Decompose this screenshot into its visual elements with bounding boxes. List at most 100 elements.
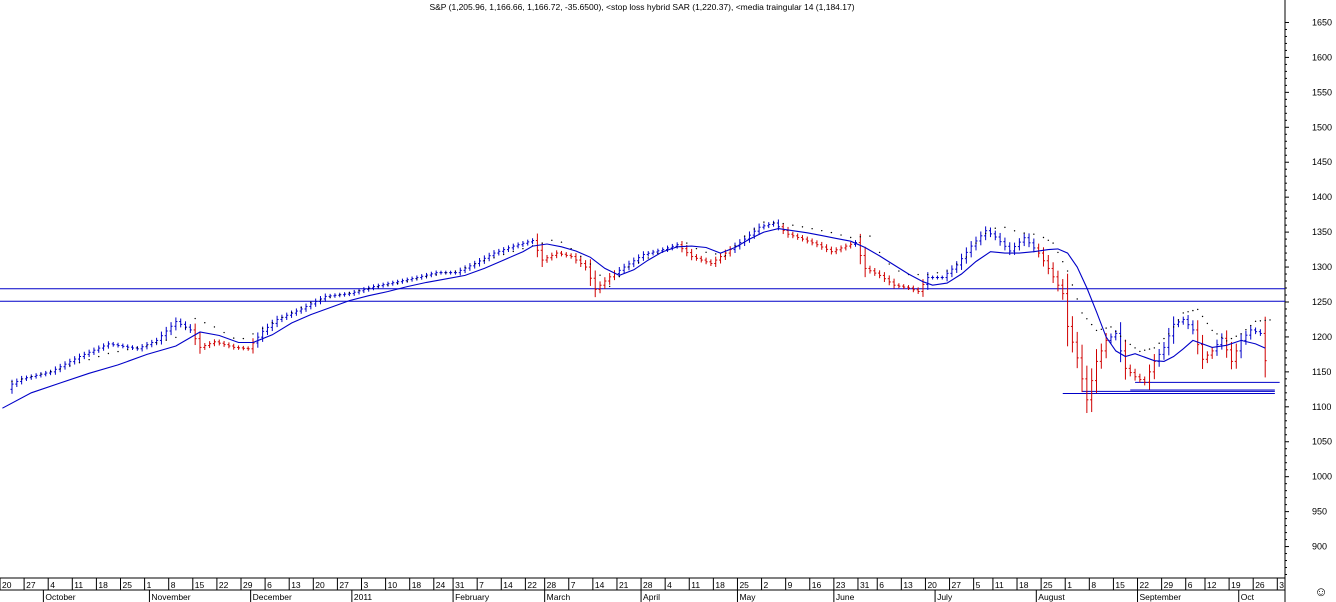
sar-dot: [589, 263, 592, 265]
sar-dot: [1230, 337, 1233, 340]
x-month-label: May: [739, 592, 756, 602]
x-day-label: 27: [26, 580, 36, 590]
sar-dot: [792, 224, 794, 226]
x-day-label: 27: [339, 580, 349, 590]
y-tick-label: 1450: [1312, 157, 1332, 167]
sar-dot: [580, 255, 582, 258]
x-day-label: 18: [412, 580, 422, 590]
sar-dot: [1066, 270, 1069, 272]
sar-dot: [994, 227, 996, 229]
sar-dot: [445, 272, 447, 274]
x-month-label: Oct: [1241, 592, 1255, 602]
sar-dot: [300, 306, 302, 309]
sar-dot: [927, 273, 929, 276]
x-day-label: 8: [1091, 580, 1096, 590]
sar-dot: [1225, 340, 1228, 342]
sar-dot: [975, 242, 977, 244]
x-day-label: 16: [812, 580, 822, 590]
x-day-label: 18: [715, 580, 725, 590]
sar-dot: [898, 270, 900, 272]
x-day-label: 5: [976, 580, 981, 590]
y-tick-label: 1650: [1312, 17, 1332, 27]
smiley-icon[interactable]: ☺: [1314, 584, 1328, 599]
x-day-label: 28: [643, 580, 653, 590]
sar-dot: [1134, 347, 1136, 349]
y-tick-label: 1150: [1312, 367, 1331, 377]
sar-dot: [560, 241, 563, 243]
x-day-label: 21: [619, 580, 629, 590]
y-tick-label: 1350: [1312, 227, 1332, 237]
x-day-label: 18: [98, 580, 108, 590]
y-tick-label: 1550: [1312, 87, 1332, 97]
sar-dot: [801, 226, 804, 228]
x-day-label: 24: [436, 580, 446, 590]
sar-dot: [1090, 323, 1093, 326]
y-tick-label: 1050: [1312, 437, 1332, 447]
y-tick-label: 1000: [1312, 472, 1332, 482]
sar-dot: [1201, 315, 1204, 318]
y-tick-label: 1600: [1312, 52, 1332, 62]
sar-dot: [1110, 326, 1112, 328]
x-day-label: 28: [547, 580, 557, 590]
sar-dot: [11, 380, 13, 383]
sar-dot: [1139, 350, 1141, 353]
sar-dot: [474, 263, 476, 265]
x-axis-ticks: 20 27 4 11 18 25 1 8 15 22 29 6 13 20 27 3 10 18 24 31 7 14 22…: [0, 578, 1284, 602]
sar-dot: [126, 348, 129, 351]
x-day-label: 6: [267, 580, 272, 590]
x-day-label: 25: [1043, 580, 1053, 590]
x-day-label: 3: [364, 580, 369, 590]
sar-dot: [117, 350, 119, 353]
x-day-label: 7: [479, 580, 484, 590]
sar-dot: [869, 235, 871, 237]
sar-dot: [917, 273, 919, 276]
sar-dot: [1081, 312, 1083, 314]
sar-dot: [184, 327, 187, 329]
x-month-label: December: [253, 592, 292, 602]
sar-dot: [512, 250, 514, 253]
sar-dot: [811, 227, 813, 230]
sar-dot: [1100, 328, 1103, 330]
sar-dot: [1250, 324, 1252, 327]
sar-dot: [1177, 319, 1180, 321]
x-day-label: 14: [503, 580, 513, 590]
sar-dot: [358, 289, 360, 292]
sar-dot: [1254, 320, 1257, 323]
x-day-label: 6: [879, 580, 884, 590]
sar-dot: [502, 253, 505, 256]
sar-dot: [1216, 333, 1218, 335]
x-day-label: 12: [1207, 580, 1217, 590]
x-month-label: June: [836, 592, 855, 602]
sar-dot: [1158, 342, 1160, 344]
sar-dot: [522, 247, 524, 250]
x-month-label: March: [547, 592, 571, 602]
triangular-ma-line: [2, 228, 1266, 409]
x-day-label: 20: [315, 580, 325, 590]
sar-dot: [310, 301, 312, 304]
x-day-label: 6: [1188, 580, 1193, 590]
sar-dot: [1240, 333, 1242, 335]
sar-dot: [946, 270, 948, 272]
x-day-label: 25: [123, 580, 133, 590]
sar-dot: [1004, 226, 1006, 229]
sar-dot: [830, 231, 833, 234]
sar-dot: [1023, 232, 1025, 234]
sar-dot: [242, 337, 245, 340]
sar-dot: [425, 275, 428, 278]
x-day-label: 8: [171, 580, 176, 590]
sar-dot: [30, 375, 32, 378]
x-day-label: 23: [836, 580, 846, 590]
y-tick-label: 1300: [1312, 262, 1332, 272]
x-day-label: 22: [527, 580, 537, 590]
sar-dot: [1163, 337, 1165, 340]
y-tick-label: 1400: [1312, 192, 1332, 202]
sar-dot: [78, 362, 81, 364]
sar-dot: [136, 347, 139, 349]
sar-dot: [348, 291, 351, 294]
sar-dot: [387, 284, 389, 286]
sar-dot: [155, 342, 158, 344]
x-month-label: July: [937, 592, 953, 602]
chart-title: S&P (1,205.96, 1,166.66, 1,166.72, -35.6…: [429, 2, 854, 12]
sar-dot: [416, 278, 418, 280]
sar-dot: [88, 358, 90, 361]
